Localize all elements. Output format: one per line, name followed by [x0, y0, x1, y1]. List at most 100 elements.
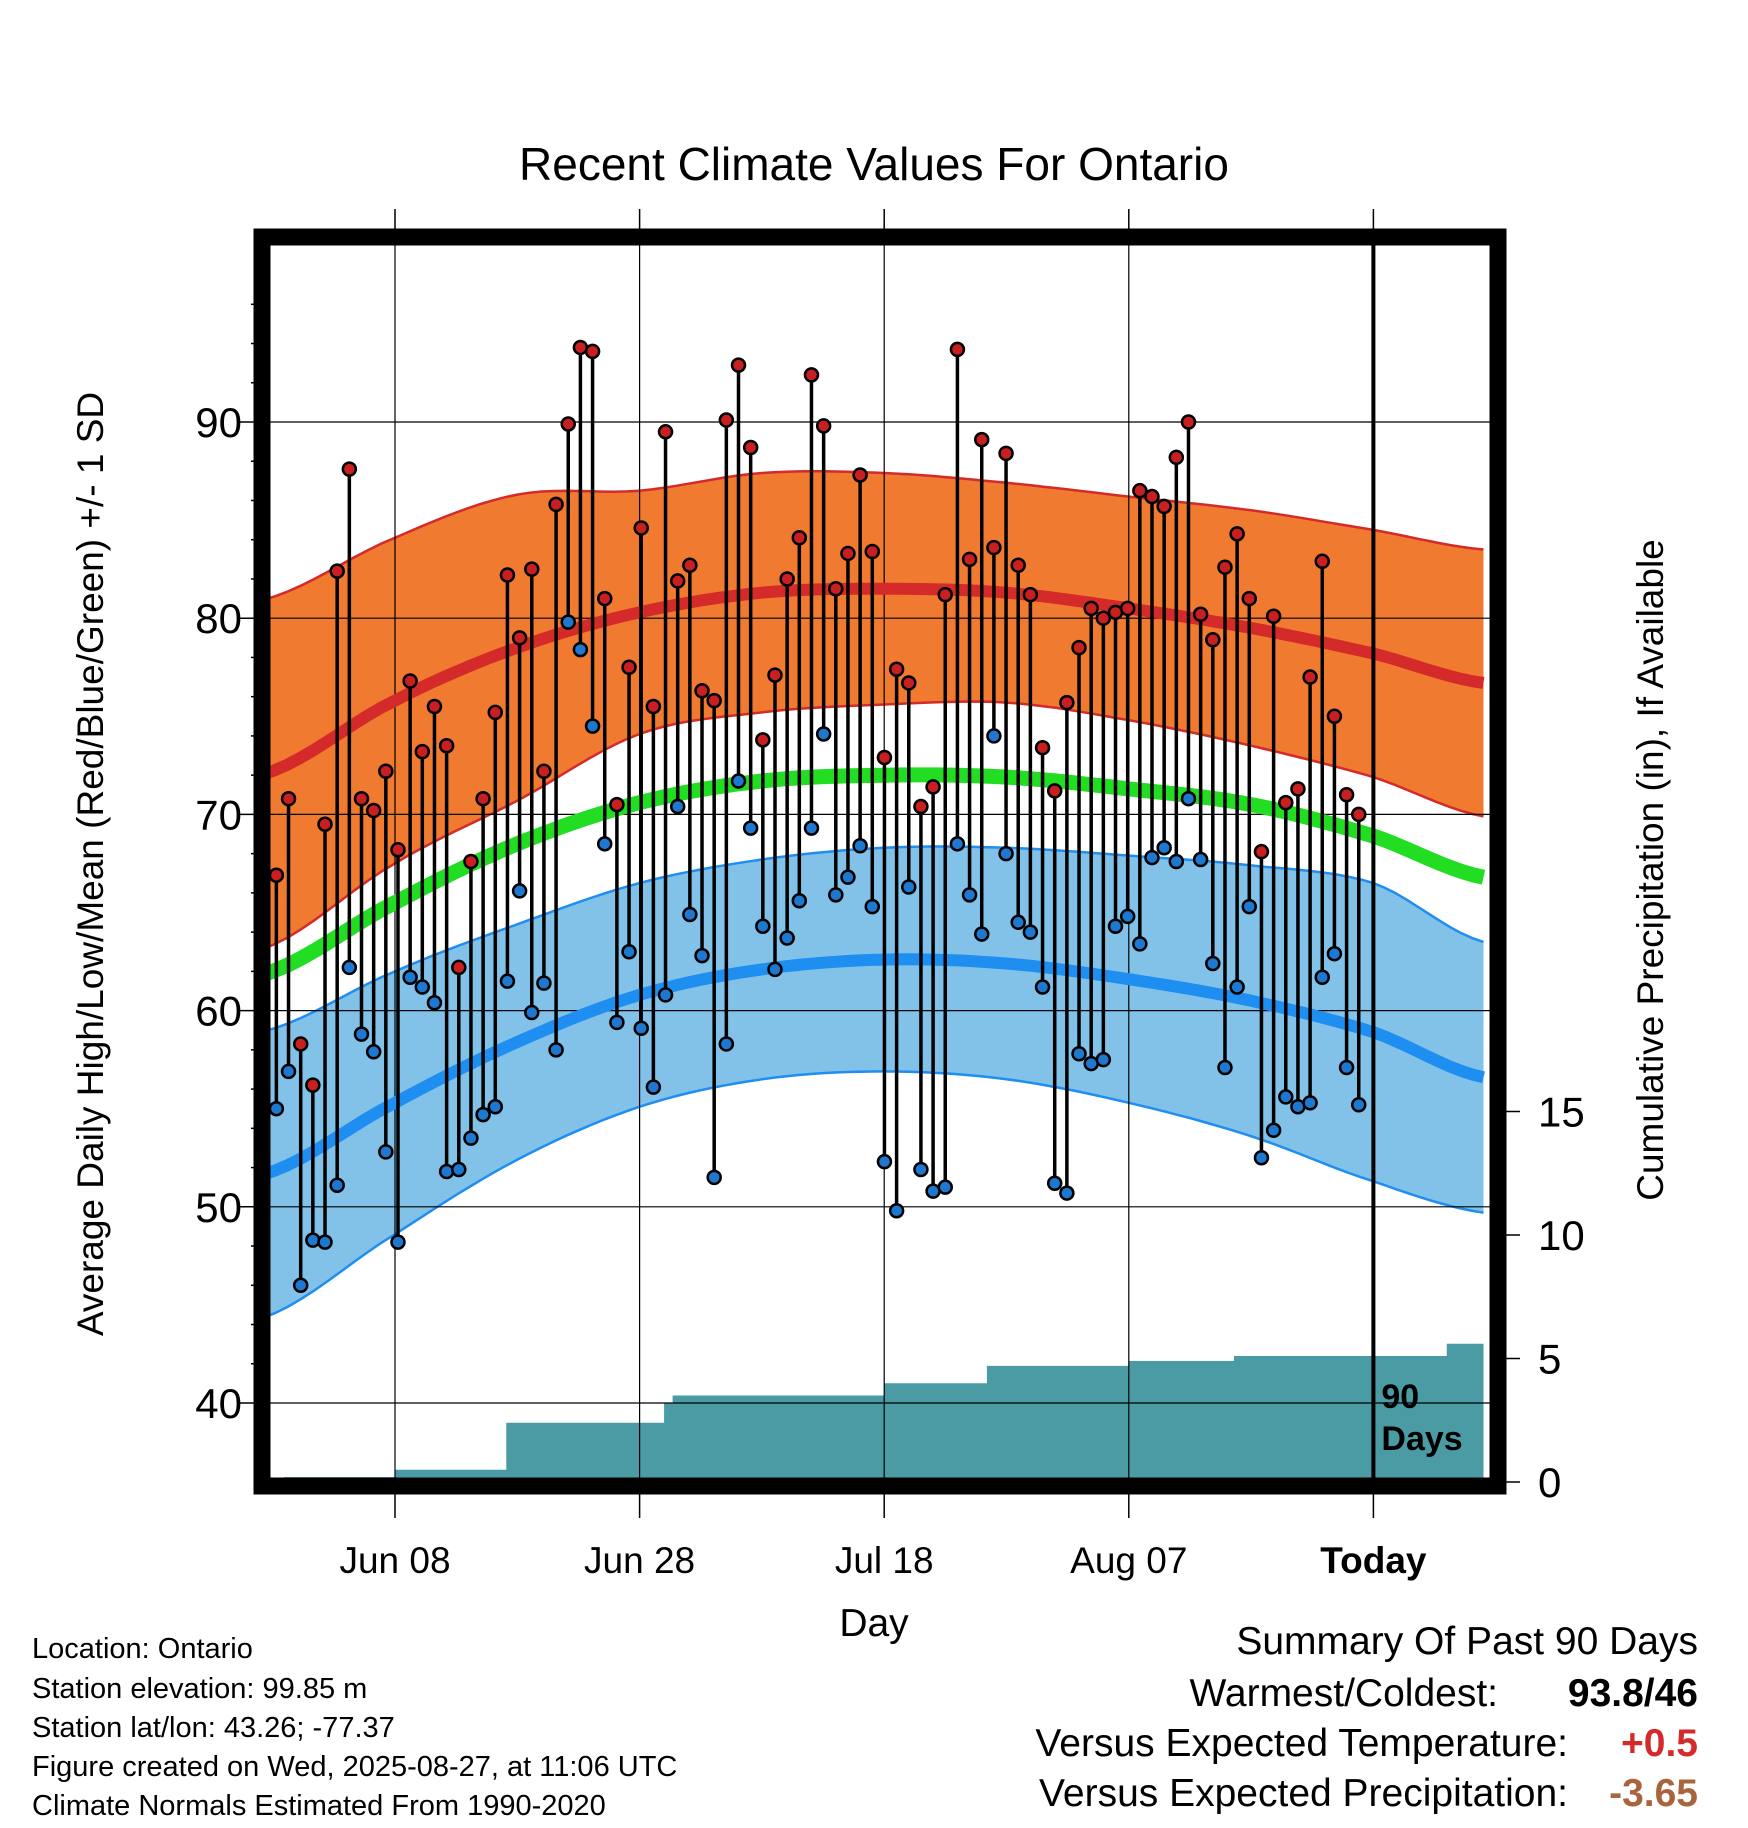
high-point: [706, 692, 722, 709]
low-point: [475, 1106, 491, 1123]
high-point: [864, 543, 881, 560]
high-point: [694, 683, 710, 699]
low-point: [1350, 1097, 1367, 1113]
y2-tick-label: 10: [1538, 1212, 1585, 1259]
plot-area: 90 Days: [270, 245, 1490, 1478]
low-point: [451, 1161, 467, 1178]
high-point: [1241, 590, 1258, 607]
low-point: [1059, 1185, 1075, 1201]
y-tick-label: 80: [195, 595, 242, 642]
high-point: [1119, 600, 1136, 617]
high-point: [451, 959, 467, 976]
x-tick-label: Today: [1320, 1540, 1427, 1581]
low-point: [548, 1042, 564, 1058]
low-point: [901, 879, 917, 895]
low-point: [1229, 979, 1245, 995]
low-point: [1192, 851, 1209, 868]
low-point: [365, 1044, 382, 1060]
temp-departure-value: +0.5: [1621, 1722, 1698, 1765]
high-point: [888, 661, 905, 677]
high-point: [426, 698, 443, 715]
high-point: [682, 557, 698, 573]
low-point: [864, 898, 881, 915]
high-point: [1350, 806, 1367, 823]
high-point: [390, 841, 406, 858]
low-point: [718, 1036, 735, 1052]
high-point: [365, 802, 382, 819]
high-point: [1265, 608, 1282, 624]
high-point: [438, 737, 455, 754]
low-point: [1326, 945, 1343, 962]
low-point: [1314, 969, 1331, 985]
high-point: [475, 790, 491, 807]
low-point: [1132, 936, 1148, 952]
elevation-text: Station elevation: 99.85 m: [32, 1673, 368, 1705]
high-point: [292, 1036, 309, 1052]
low-point: [390, 1234, 406, 1250]
low-point: [621, 943, 637, 960]
low-point: [280, 1063, 297, 1080]
low-point: [1205, 955, 1221, 972]
precip-area: [283, 1343, 1484, 1478]
high-point: [609, 796, 625, 813]
high-point: [779, 571, 795, 587]
high-point: [828, 581, 844, 597]
high-point: [280, 790, 297, 807]
low-point: [1010, 914, 1026, 931]
low-point: [378, 1144, 394, 1160]
high-point: [1034, 739, 1051, 756]
low-point: [270, 1100, 285, 1117]
high-point: [1302, 669, 1318, 685]
low-point: [682, 906, 698, 923]
high-point: [270, 867, 285, 883]
low-point: [499, 973, 516, 989]
low-point: [973, 926, 990, 942]
low-point: [487, 1098, 504, 1115]
y-tick-label: 70: [195, 791, 242, 838]
y2-tick-label: 0: [1538, 1459, 1561, 1506]
low-point: [438, 1163, 455, 1180]
high-point: [961, 551, 978, 568]
low-point: [1071, 1046, 1087, 1062]
today-label-count: 90: [1381, 1378, 1419, 1416]
low-sd-band: [270, 846, 1484, 1316]
high-point: [925, 779, 941, 795]
y2-axis-label: Cumulative Precipitation (in), If Availa…: [1630, 539, 1671, 1201]
x-tick-label: Jun 28: [584, 1540, 695, 1581]
y-tick-label: 90: [195, 399, 242, 446]
high-point: [973, 431, 990, 448]
high-point: [852, 467, 868, 483]
low-point: [840, 869, 856, 885]
high-point: [1132, 482, 1148, 499]
high-point: [1180, 414, 1197, 430]
low-point: [913, 1161, 929, 1178]
low-point: [426, 995, 443, 1011]
high-point: [1083, 600, 1099, 617]
low-point: [1034, 979, 1051, 995]
low-point: [1046, 1175, 1063, 1192]
high-point: [378, 763, 394, 779]
high-point: [1278, 794, 1294, 811]
low-point: [305, 1232, 321, 1248]
low-point: [730, 773, 747, 789]
y-tick-label: 60: [195, 988, 242, 1035]
low-point: [1022, 924, 1039, 940]
x-tick-label: Jun 08: [339, 1540, 450, 1581]
high-point: [986, 539, 1002, 556]
warmest-coldest-label: Warmest/Coldest:: [1189, 1672, 1498, 1715]
latlon-text: Station lat/lon: 43.26; -77.37: [32, 1712, 395, 1744]
high-point: [913, 798, 929, 815]
high-point: [560, 416, 576, 432]
low-point: [1302, 1095, 1318, 1111]
low-point: [1241, 898, 1258, 915]
summary-heading: Summary Of Past 90 Days: [1236, 1620, 1698, 1663]
high-point: [1338, 787, 1355, 803]
high-point: [1290, 781, 1306, 797]
low-point: [463, 1130, 479, 1146]
low-point: [706, 1169, 722, 1186]
precip-departure-value: -3.65: [1609, 1772, 1698, 1815]
high-point: [1314, 553, 1331, 570]
high-point: [937, 586, 954, 603]
high-point: [511, 630, 528, 646]
low-point: [1144, 849, 1160, 866]
